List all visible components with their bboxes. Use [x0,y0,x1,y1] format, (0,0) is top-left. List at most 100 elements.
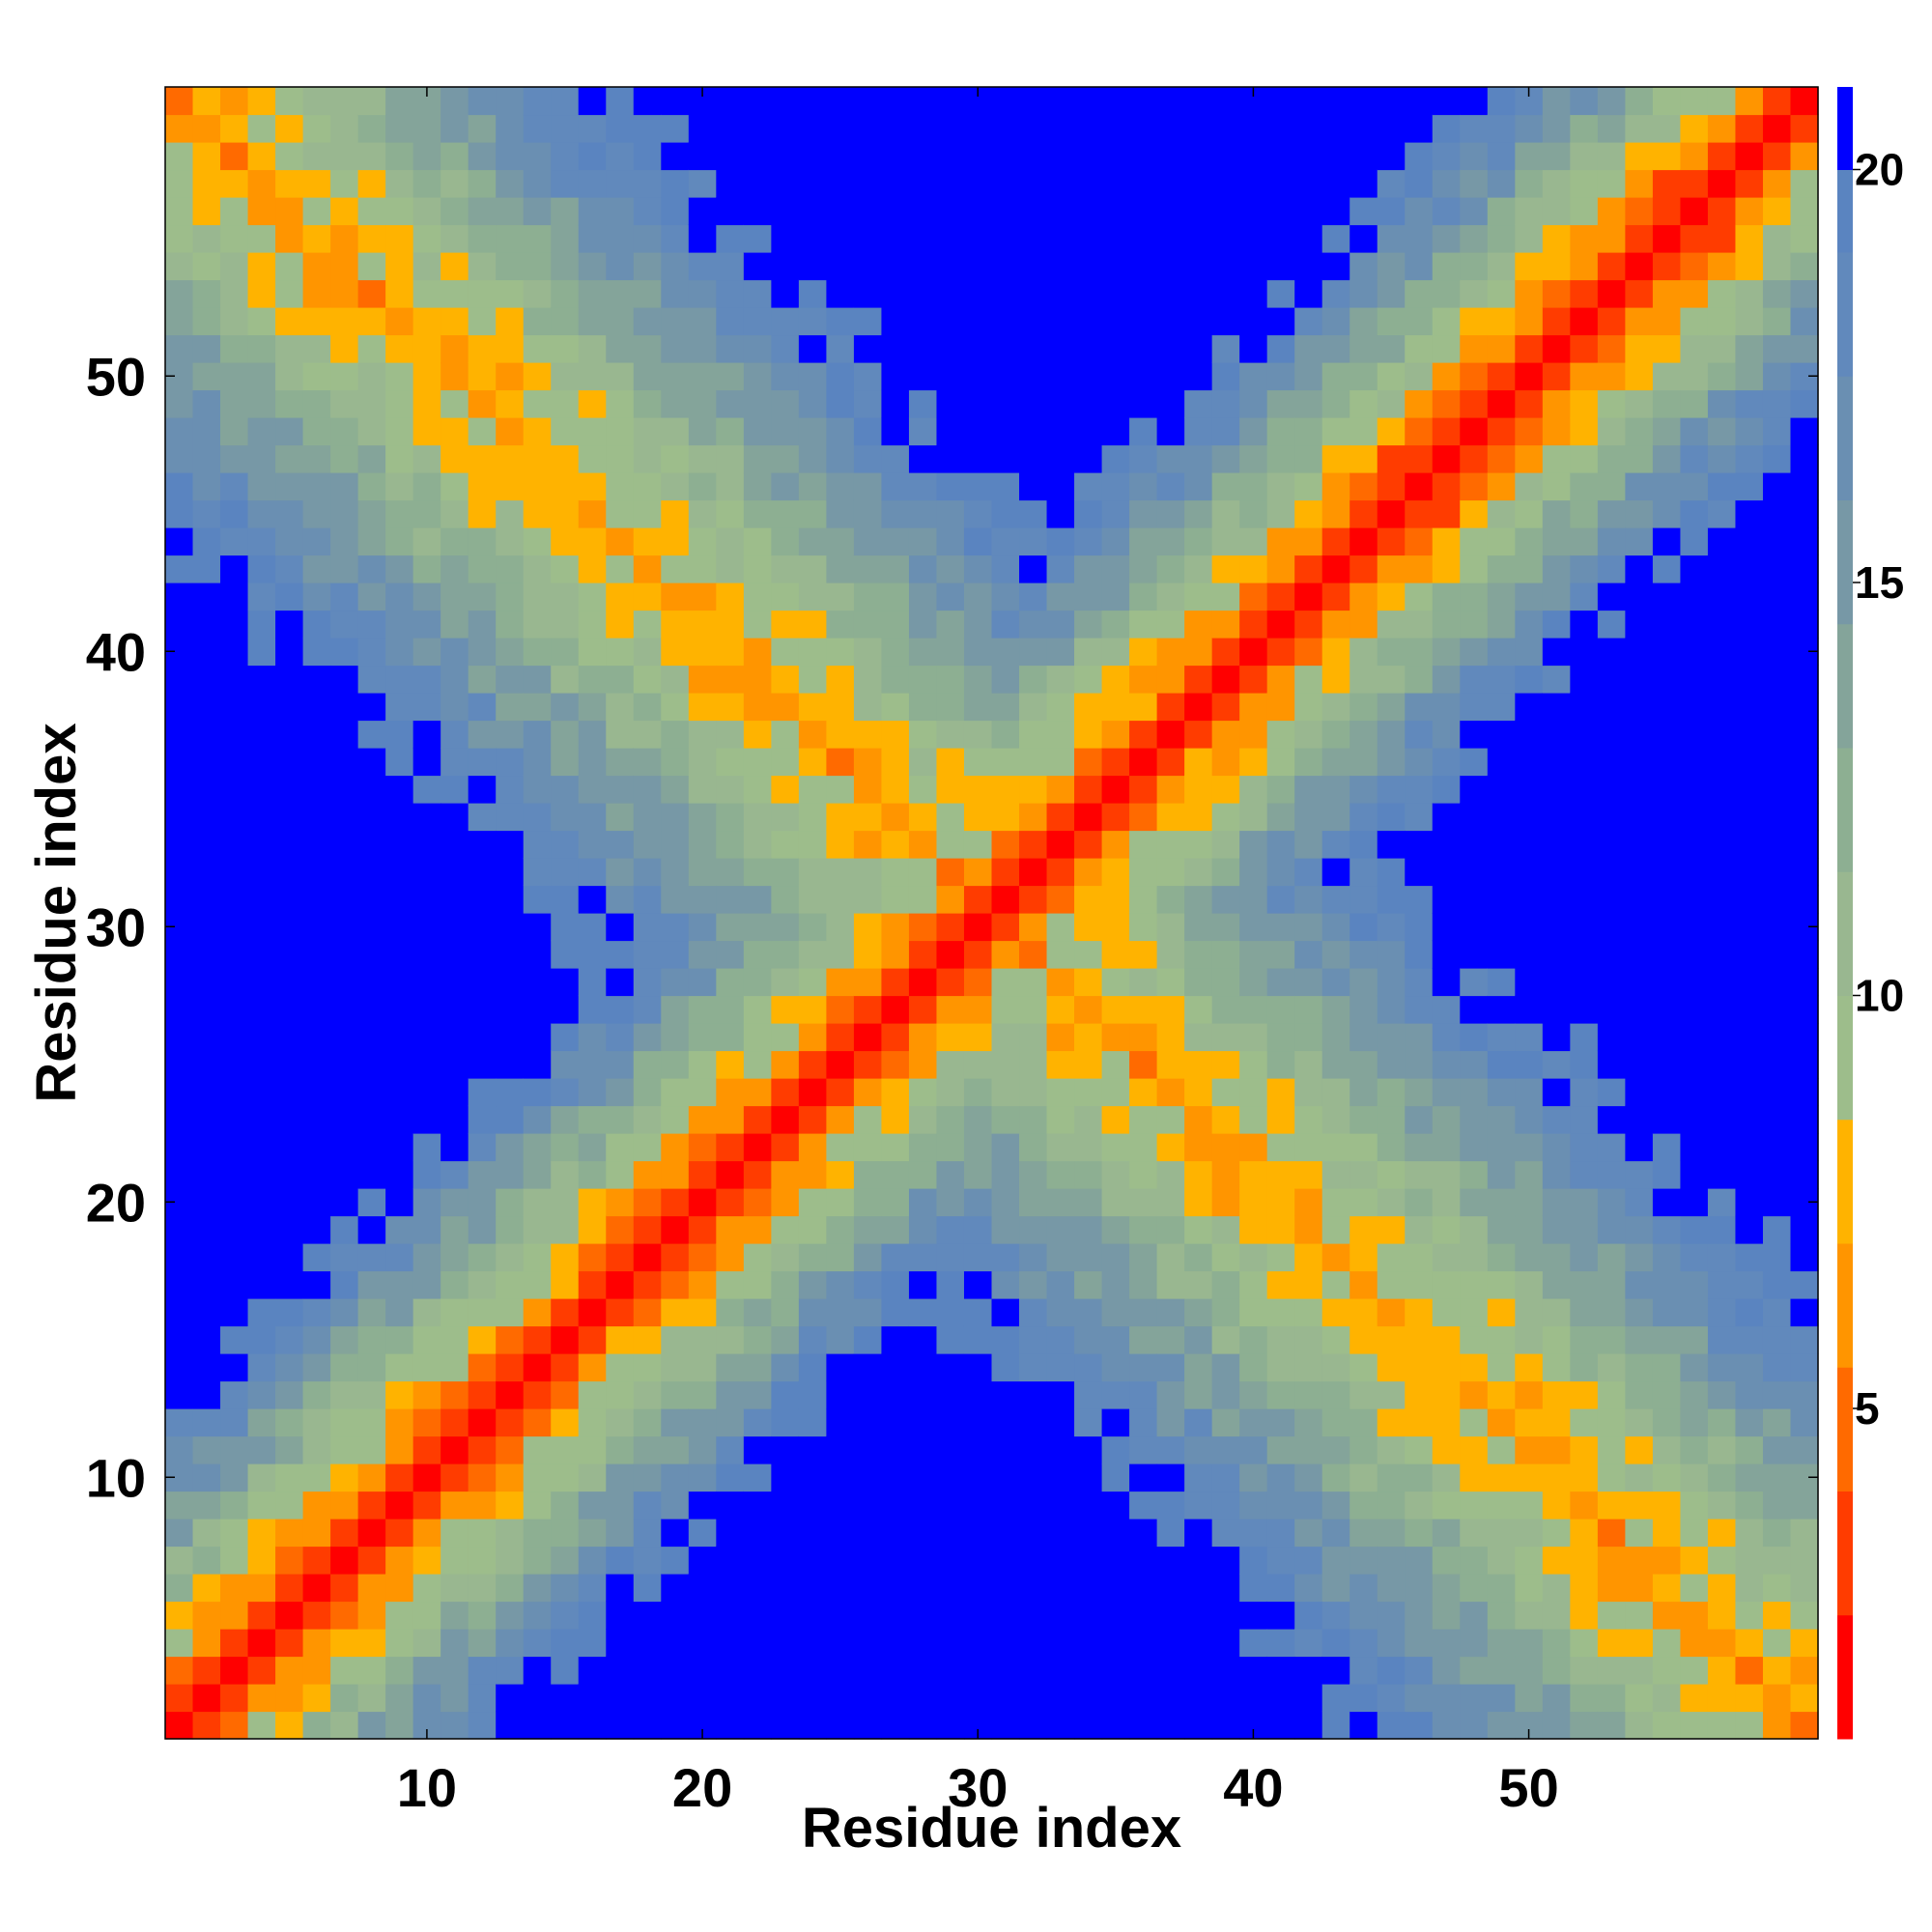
heatmap-cell [661,1574,690,1603]
heatmap-cell [523,197,552,226]
heatmap-cell [1680,444,1709,473]
heatmap-cell [330,995,359,1024]
heatmap-cell [220,444,249,473]
heatmap-cell [633,693,662,722]
heatmap-cell [1735,197,1764,226]
heatmap-cell [220,968,249,997]
heatmap-cell [247,1491,276,1520]
heatmap-cell [881,197,910,226]
heatmap-cell [1762,665,1792,694]
heatmap-cell [1074,1435,1103,1464]
heatmap-cell [192,995,221,1024]
heatmap-cell [1680,554,1709,583]
heatmap-cell [688,527,717,556]
heatmap-cell [1129,1601,1158,1630]
heatmap-cell [1019,1243,1048,1272]
heatmap-cell [468,1546,497,1575]
heatmap-cell [385,1325,414,1354]
heatmap-cell [1046,610,1075,639]
heatmap-cell [1405,1656,1434,1685]
heatmap-cell [1046,1023,1075,1052]
heatmap-cell [412,1546,441,1575]
heatmap-cell [826,114,855,143]
heatmap-cell [1652,1105,1682,1134]
heatmap-cell [412,1629,441,1658]
heatmap-cell [1101,472,1130,501]
heatmap-cell [963,1491,993,1520]
heatmap-cell [936,1574,965,1603]
heatmap-cell [1625,1711,1654,1740]
heatmap-cell [1432,169,1461,198]
heatmap-cell [1487,720,1516,749]
heatmap-cell [1735,995,1764,1024]
heatmap-cell [1377,1105,1406,1134]
heatmap-cell [1074,1491,1103,1520]
heatmap-cell [1211,1519,1240,1548]
heatmap-cell [1625,1656,1654,1685]
heatmap-cell [1350,142,1378,171]
heatmap-cell [1597,142,1626,171]
heatmap-cell [1707,1105,1737,1134]
heatmap-cell [1432,1215,1461,1244]
heatmap-cell [1735,362,1764,391]
heatmap-cell [302,1353,331,1382]
heatmap-cell [247,748,276,777]
heatmap-cell [1046,1353,1075,1382]
heatmap-cell [1156,1519,1185,1548]
heatmap-cell [1184,1023,1213,1052]
heatmap-cell [798,417,827,446]
heatmap-cell [743,1491,772,1520]
heatmap-cell [192,554,221,583]
heatmap-cell [220,995,249,1024]
heatmap-cell [633,748,662,777]
heatmap-cell [220,169,249,198]
heatmap-cell [1101,1435,1130,1464]
heatmap-cell [661,720,690,749]
heatmap-cell [1597,748,1626,777]
heatmap-cell [1129,1023,1158,1052]
heatmap-cell [1156,197,1185,226]
heatmap-cell [1350,1601,1378,1630]
heatmap-cell [963,197,993,226]
heatmap-cell [1625,1463,1654,1492]
heatmap-cell [1762,362,1792,391]
heatmap-cell [881,224,910,253]
heatmap-cell [963,1656,993,1685]
heatmap-cell [1735,499,1764,528]
heatmap-cell [881,1160,910,1189]
heatmap-cell [1597,1353,1626,1382]
heatmap-cell [1321,279,1350,308]
heatmap-cell [1790,389,1819,418]
heatmap-cell [633,1380,662,1409]
heatmap-cell [1570,693,1599,722]
heatmap-cell [771,1298,800,1327]
heatmap-cell [881,858,910,887]
heatmap-cell [1542,1408,1571,1437]
heatmap-cell [440,1519,469,1548]
heatmap-cell [220,1160,249,1189]
heatmap-cell [743,499,772,528]
heatmap-cell [881,1629,910,1658]
heatmap-cell [1735,1050,1764,1079]
heatmap-cell [468,693,497,722]
heatmap-cell [1652,554,1682,583]
heatmap-cell [743,1050,772,1079]
heatmap-cell [385,472,414,501]
heatmap-cell [1432,610,1461,639]
heatmap-cell [1405,720,1434,749]
heatmap-cell [1680,527,1709,556]
heatmap-cell [1184,665,1213,694]
heatmap-cell [551,638,580,667]
heatmap-cell [1762,1574,1792,1603]
heatmap-cell [1211,1270,1240,1299]
heatmap-cell [496,1546,525,1575]
heatmap-cell [1432,830,1461,859]
heatmap-cell [302,775,331,804]
heatmap-cell [908,1435,938,1464]
heatmap-cell [1790,803,1819,832]
heatmap-cell [1487,1629,1516,1658]
heatmap-cell [1211,1546,1240,1575]
heatmap-cell [551,1325,580,1354]
heatmap-cell [165,1684,194,1713]
heatmap-cell [908,1463,938,1492]
